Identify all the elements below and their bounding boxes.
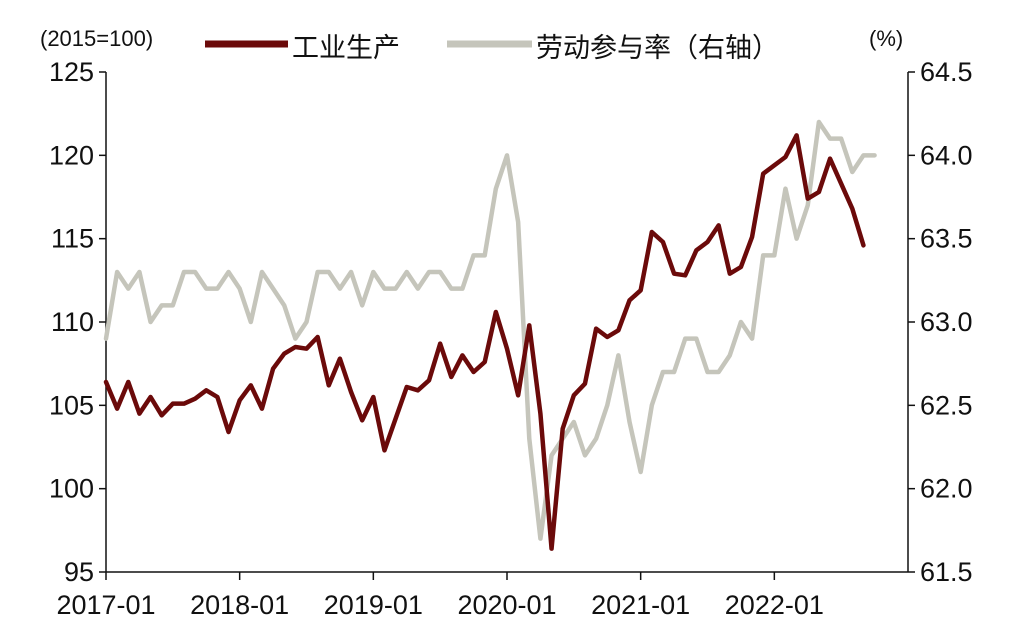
left-tick-label: 120: [49, 140, 94, 170]
industrial-production-line: [103, 133, 866, 551]
x-tick-label: 2022-01: [725, 590, 824, 620]
x-tick-label: 2017-01: [56, 590, 155, 620]
right-axis-unit: (%): [869, 26, 903, 51]
right-tick-label: 62.0: [920, 474, 973, 504]
right-axis-ticks: 61.5 62.0 62.5 63.0 63.5 64.0 64.5: [908, 57, 973, 587]
left-tick-label: 95: [64, 557, 94, 587]
right-tick-label: 63.5: [920, 224, 973, 254]
left-tick-label: 105: [49, 390, 94, 420]
series-layer: [103, 119, 877, 551]
left-tick-label: 100: [49, 474, 94, 504]
x-axis-ticks: 2017-01 2018-01 2019-01 2020-01 2021-01 2022-…: [56, 572, 824, 620]
left-axis-ticks: 95 100 105 110 115 120 125: [49, 57, 106, 587]
x-tick-label: 2019-01: [324, 590, 423, 620]
left-tick-label: 125: [49, 57, 94, 87]
legend: 工业生产 劳动参与率（右轴）: [205, 33, 779, 64]
labor-participation-line: [103, 119, 877, 541]
legend-label-labor-participation: 劳动参与率（右轴）: [536, 33, 779, 64]
left-axis: 95 100 105 110 115 120 125: [49, 57, 107, 587]
right-tick-label: 64.5: [920, 57, 973, 87]
legend-label-industrial-production: 工业生产: [292, 33, 400, 64]
right-tick-label: 62.5: [920, 390, 973, 420]
right-tick-label: 64.0: [920, 140, 973, 170]
left-tick-label: 110: [51, 307, 94, 337]
right-axis: 61.5 62.0 62.5 63.0 63.5 64.0 64.5: [907, 57, 973, 587]
x-tick-label: 2018-01: [190, 590, 289, 620]
right-tick-label: 63.0: [920, 307, 973, 337]
x-axis: 2017-01 2018-01 2019-01 2020-01 2021-01 2022-…: [56, 571, 908, 620]
x-tick-label: 2020-01: [457, 590, 556, 620]
right-tick-label: 61.5: [920, 557, 973, 587]
left-tick-label: 115: [51, 224, 94, 254]
left-axis-unit: (2015=100): [40, 26, 153, 51]
x-tick-label: 2021-01: [591, 590, 690, 620]
